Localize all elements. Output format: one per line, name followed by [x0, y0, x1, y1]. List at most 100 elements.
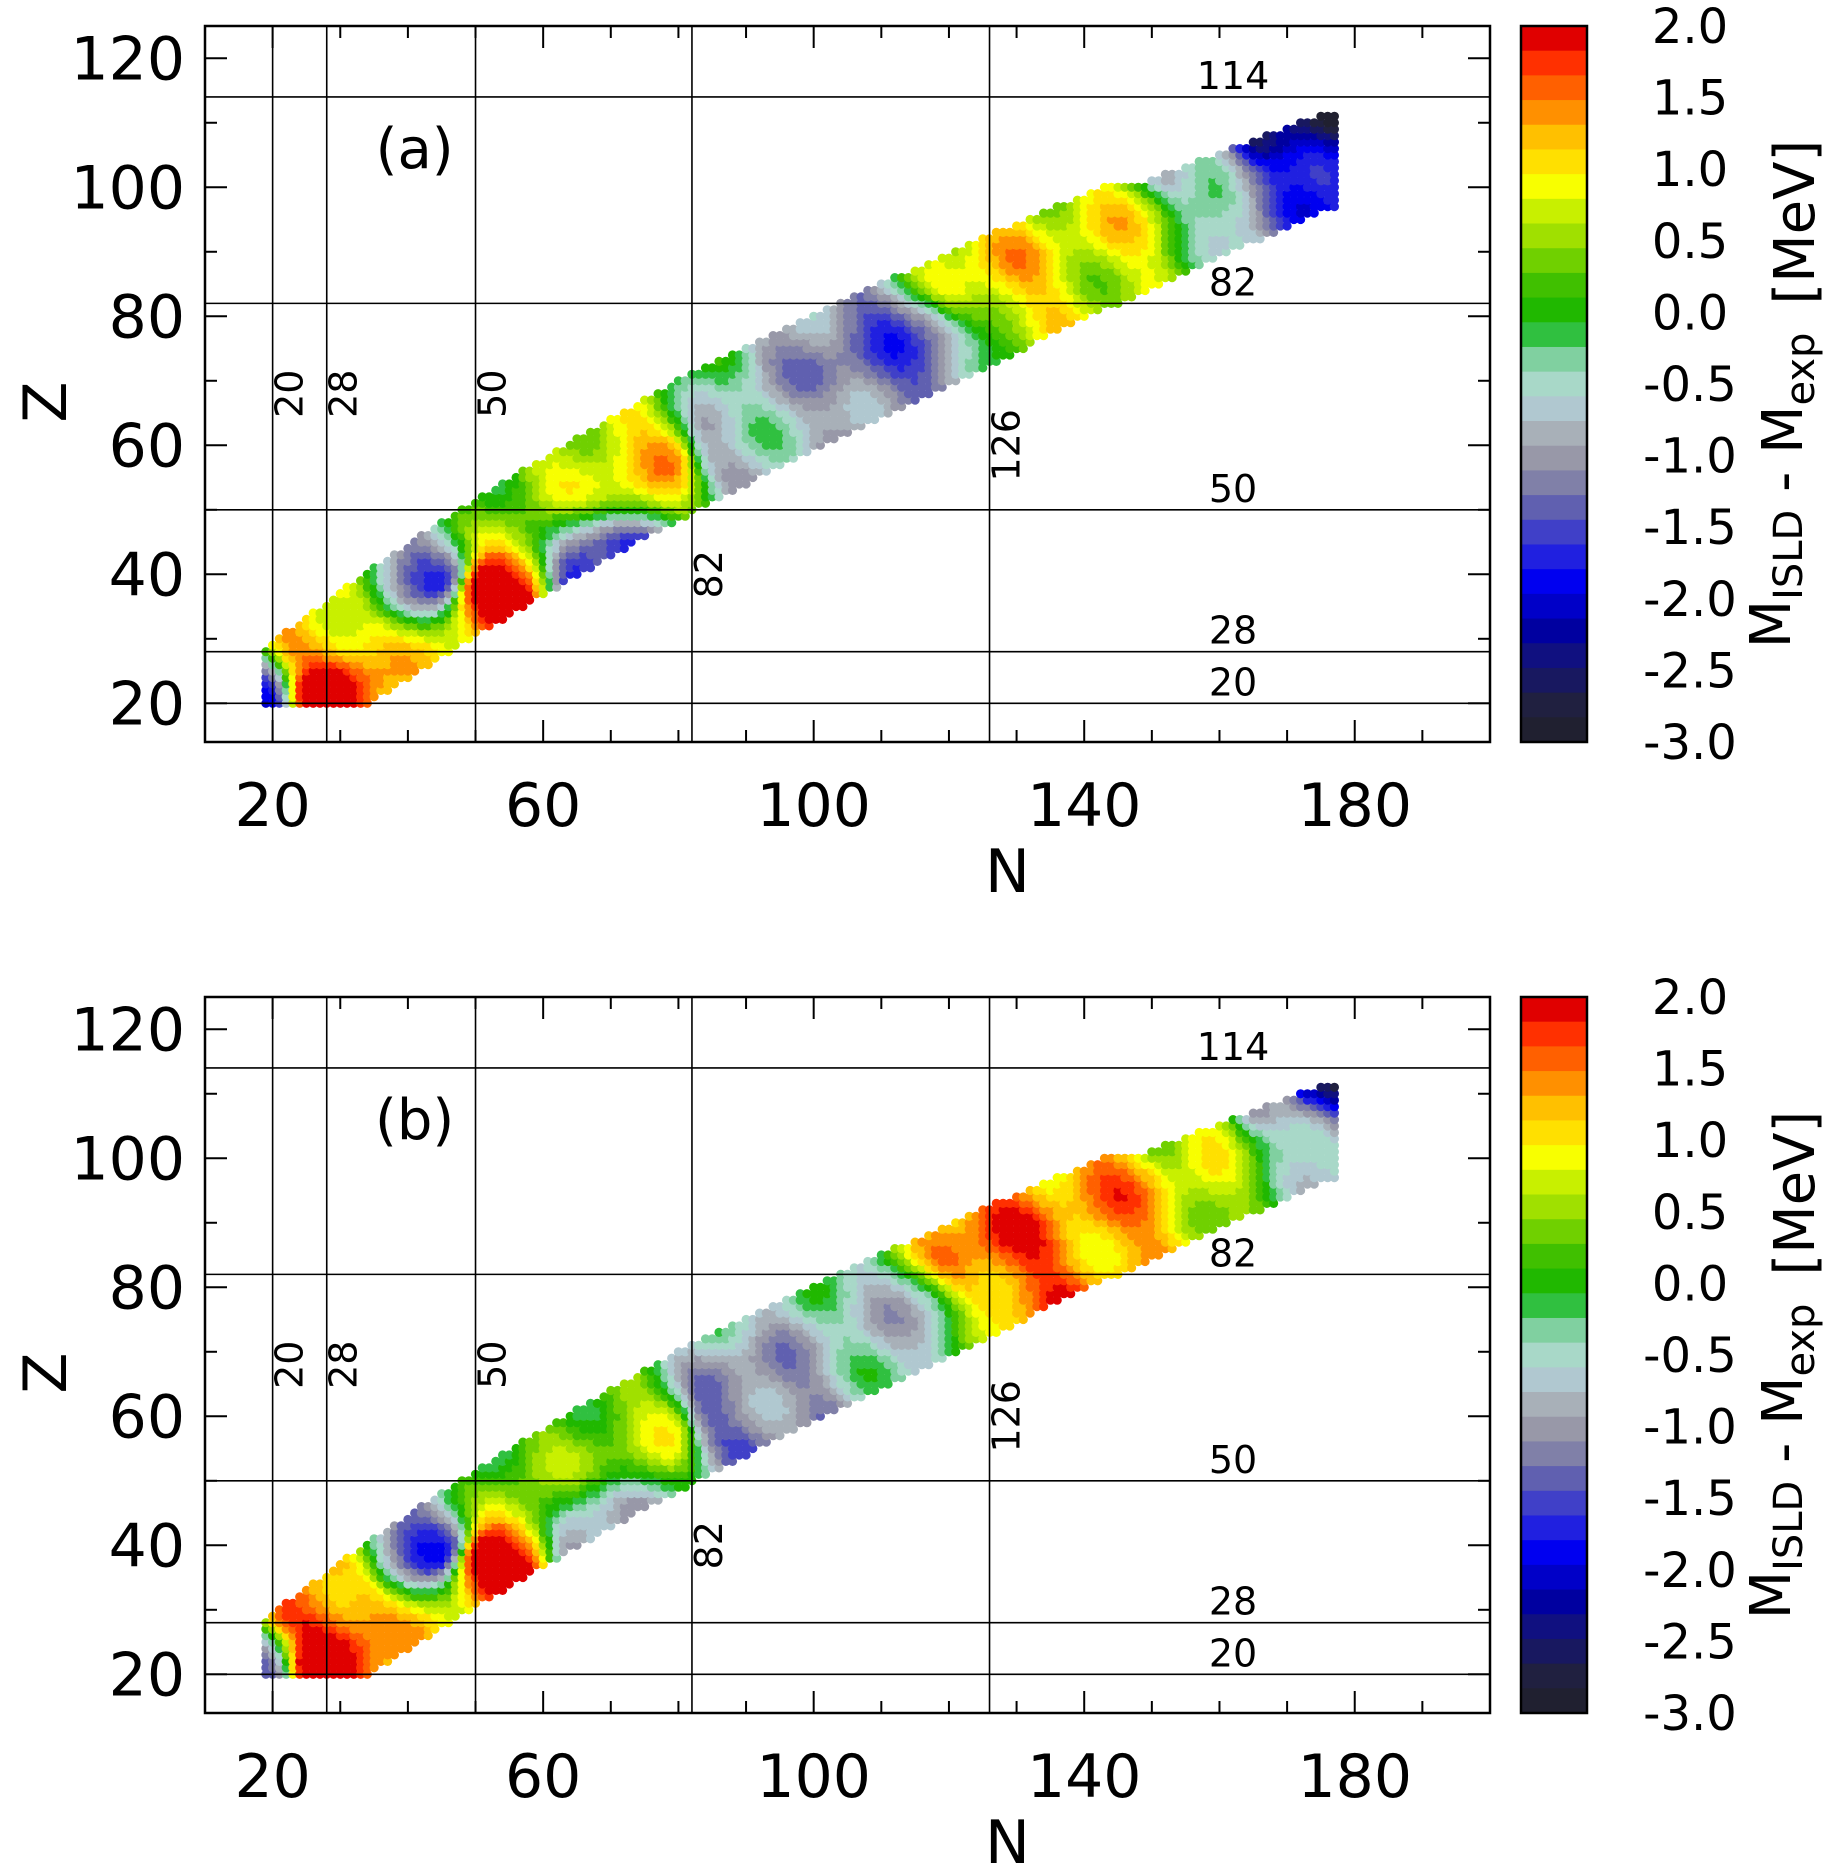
nuclide-cell: [491, 1566, 501, 1576]
nuclide-cell: [883, 292, 893, 302]
nuclide-cell: [1106, 221, 1116, 231]
nuclide-cell: [403, 614, 413, 625]
nuclide-cell: [876, 331, 886, 341]
nuclide-cell: [1052, 318, 1062, 328]
nuclide-cell: [328, 1572, 339, 1583]
nuclide-cell: [626, 421, 636, 431]
nuclide-cell: [525, 1547, 535, 1557]
nuclide-cell: [971, 350, 981, 360]
nuclide-cell: [457, 569, 467, 579]
nuclide-cell: [653, 466, 663, 476]
colorbar-segment: [1521, 569, 1587, 595]
nuclide-cell: [1032, 305, 1042, 315]
nuclide-cell: [633, 511, 643, 521]
nuclide-cell: [660, 511, 670, 521]
nuclide-cell: [734, 460, 744, 470]
nuclide-cell: [342, 595, 352, 605]
nuclide-cell: [870, 382, 880, 392]
nuclide-cell: [518, 595, 528, 605]
nuclide-cell: [1248, 144, 1258, 154]
nuclide-cell: [1194, 169, 1204, 179]
nuclide-cell: [640, 466, 650, 476]
nuclide-cell: [369, 569, 379, 579]
nuclide-cell: [430, 1624, 440, 1634]
nuclide-cell: [815, 389, 826, 399]
nuclide-cell: [734, 440, 744, 450]
nuclide-cell: [944, 356, 954, 366]
nuclide-cell: [741, 369, 751, 379]
nuclide-cell: [383, 1560, 393, 1570]
nuclide-cell: [870, 311, 880, 321]
nuclide-cell: [335, 1650, 345, 1660]
nuclide-cell: [829, 318, 839, 328]
nuclide-cell: [301, 653, 311, 663]
nuclide-cell: [1025, 331, 1035, 341]
nuclide-cell: [484, 1566, 494, 1576]
nuclide-cell: [416, 576, 426, 586]
nuclide-cell: [1005, 337, 1015, 347]
nuclide-cell: [261, 672, 271, 683]
nuclide-cell: [410, 543, 420, 554]
nuclide-cell: [964, 337, 974, 347]
nuclide-cell: [829, 324, 839, 334]
nuclide-cell: [613, 543, 623, 554]
nuclide-cell: [842, 350, 853, 360]
nuclide-cell: [396, 1553, 406, 1563]
nuclide-cell: [342, 621, 352, 631]
proton-magic-label: 50: [1209, 467, 1257, 511]
nuclide-cell: [903, 279, 914, 289]
nuclide-cell: [1147, 266, 1157, 276]
nuclide-cell: [951, 253, 961, 263]
nuclide-cell: [1302, 176, 1312, 186]
nuclide-cell: [301, 1605, 311, 1615]
nuclide-cell: [1032, 311, 1042, 321]
nuclide-cell: [1181, 202, 1191, 212]
nuclide-cell: [613, 447, 623, 457]
colorbar-title-part: M: [1739, 600, 1804, 648]
nuclide-cell: [335, 653, 345, 663]
nuclide-cell: [863, 311, 873, 321]
nuclide-cell: [552, 563, 562, 573]
nuclide-cell: [430, 1579, 440, 1589]
nuclide-cell: [802, 402, 812, 412]
nuclide-cell: [1106, 189, 1116, 199]
nuclide-cell: [1275, 150, 1285, 160]
nuclide-cell: [640, 414, 650, 425]
nuclide-cell: [944, 285, 954, 296]
nuclide-cell: [870, 408, 880, 418]
nuclide-cell: [531, 1553, 542, 1563]
nuclide-cell: [369, 576, 379, 586]
nuclide-cell: [890, 273, 900, 283]
nuclide-cell: [714, 356, 724, 366]
nuclide-cell: [504, 537, 514, 547]
nuclide-cell: [1241, 234, 1252, 244]
nuclide-cell: [416, 1534, 426, 1544]
colorbar-segment: [1521, 618, 1587, 644]
nuclide-cell: [356, 1650, 366, 1660]
nuclide-cell: [842, 376, 853, 386]
nuclide-cell: [531, 576, 542, 586]
nuclide-cell: [450, 576, 460, 586]
nuclide-cell: [450, 1527, 460, 1537]
nuclide-cell: [822, 318, 832, 328]
nuclide-cell: [592, 453, 602, 463]
nuclide-cell: [944, 305, 954, 315]
nuclide-cell: [1174, 189, 1184, 199]
nuclide-cell: [748, 466, 758, 476]
nuclide-cell: [301, 672, 311, 683]
nuclide-cell: [301, 660, 311, 670]
nuclide-cell: [890, 331, 900, 341]
nuclide-cell: [1018, 221, 1028, 231]
nuclide-cell: [876, 408, 886, 418]
nuclide-cell: [403, 1527, 413, 1537]
nuclide-cell: [619, 543, 629, 554]
nuclide-cell: [362, 1605, 372, 1615]
nuclide-cell: [335, 614, 345, 625]
colorbar-segment: [1521, 396, 1587, 422]
nuclide-cell: [890, 350, 900, 360]
nuclide-cell: [761, 343, 771, 354]
nuclide-cell: [1296, 182, 1306, 192]
nuclide-cell: [1282, 169, 1292, 179]
nuclide-cell: [1302, 131, 1312, 141]
colorbar-tick-label: 1.0: [1652, 142, 1728, 198]
